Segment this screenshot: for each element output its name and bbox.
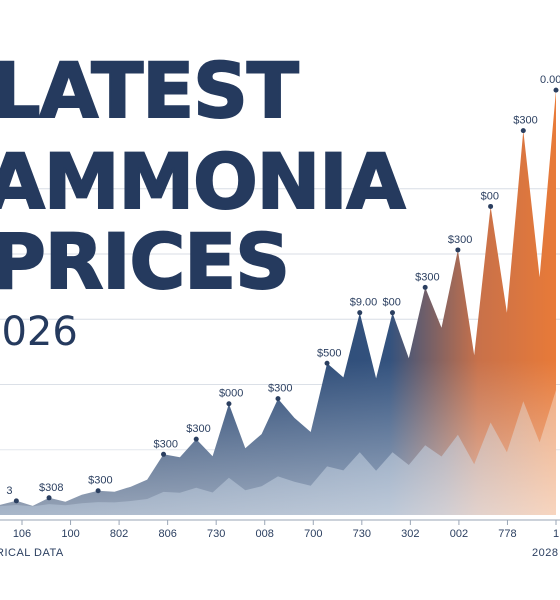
x-tick-label: 806 [158,528,176,540]
data-point [193,436,199,442]
x-axis-ticks: 106 100 802 806 730 008 700 730 302 002 778 1 [13,520,559,540]
data-label: 3 [6,485,12,497]
x-tick-label: 778 [498,528,516,540]
chart-title-line-2: AMMONIA [0,137,406,226]
data-point [161,451,167,457]
data-point [46,495,52,501]
data-label: $300 [186,423,210,435]
x-tick-label: 100 [61,528,79,540]
data-point [95,488,101,494]
chart-title-line-3: PRICES [0,217,289,306]
data-point [455,247,461,253]
data-label: $00 [481,190,499,202]
x-tick-label: 008 [256,528,274,540]
x-tick-label: 106 [13,528,31,540]
data-label: $500 [317,347,341,359]
data-point [13,498,19,504]
data-point [422,284,428,290]
data-point [324,360,330,366]
data-label: $300 [513,115,537,127]
data-label: $000 [219,388,243,400]
x-tick-label: 700 [304,528,322,540]
data-label: $300 [268,383,292,395]
data-point [275,396,281,402]
data-label: $300 [448,234,472,246]
data-label: $00 [382,297,400,309]
data-label: $300 [88,475,112,487]
data-point [520,128,526,134]
area-series [0,90,560,520]
x-tick-label: 002 [450,528,468,540]
data-label: $300 [154,438,178,450]
x-tick-label: 730 [353,528,371,540]
data-label: 0.00 [540,74,560,86]
data-point [389,310,395,316]
chart-title-line-1: LATEST [0,46,299,135]
data-points: 3 $308 $300 $300 $300 $000 $300 $500 $9.00 $00 $30… [6,74,560,504]
data-point [488,203,494,209]
x-axis-label-right: 2028 [532,547,558,559]
x-axis-label-left: RICAL DATA [0,547,64,559]
data-label: $9.00 [350,297,378,309]
data-point [357,310,363,316]
x-tick-label: 730 [207,528,225,540]
data-label: $308 [39,482,63,494]
x-tick-label: 302 [401,528,419,540]
area-fade [0,360,560,520]
chart-subtitle: 2026 [0,309,78,355]
data-point [226,401,232,407]
data-label: $300 [415,271,439,283]
data-point [553,87,559,93]
x-tick-label: 802 [110,528,128,540]
x-tick-label: 1 [553,528,559,540]
